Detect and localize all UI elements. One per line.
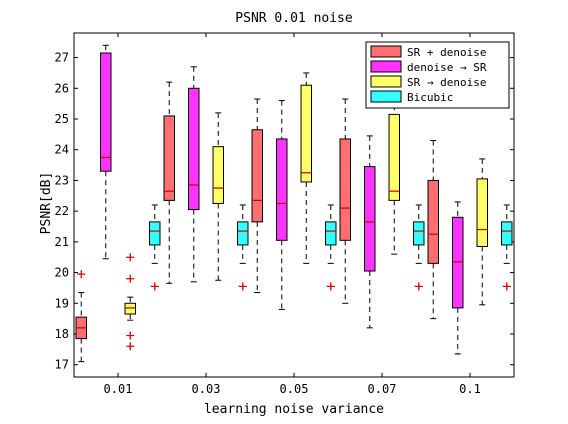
y-tick-label: 18 — [55, 327, 69, 341]
legend-swatch — [370, 75, 402, 88]
chart-title: PSNR 0.01 noise — [235, 11, 353, 26]
x-tick-label: 0.07 — [368, 382, 397, 396]
x-tick-label: 0.1 — [459, 382, 481, 396]
legend-label: SR → denoise — [407, 76, 486, 89]
legend-label: denoise → SR — [407, 61, 487, 74]
x-tick-label: 0.03 — [192, 382, 221, 396]
legend-label: SR + denoise — [407, 46, 486, 59]
outlier-marker — [414, 282, 423, 291]
y-tick-label: 23 — [55, 173, 69, 187]
box — [237, 221, 249, 246]
legend-label: Bicubic — [407, 91, 453, 104]
outlier-marker — [77, 270, 86, 279]
legend-swatch — [370, 90, 402, 103]
legend-swatch — [370, 60, 402, 73]
y-tick-label: 20 — [55, 266, 69, 280]
outlier-marker — [238, 282, 247, 291]
y-tick-label: 21 — [55, 235, 69, 249]
box — [251, 129, 263, 223]
y-tick-label: 24 — [55, 143, 69, 157]
box — [276, 138, 288, 241]
y-tick-label: 26 — [55, 81, 69, 95]
outlier-marker — [126, 331, 135, 340]
legend: SR + denoise denoise → SR SR → denoise Bicu… — [365, 41, 510, 109]
box — [163, 115, 175, 201]
outlier-marker — [150, 282, 159, 291]
box — [364, 166, 376, 272]
box — [413, 221, 425, 246]
plot-area: 17 18 19 20 21 22 23 24 25 26 27 0.01 0.03 0.05 0.07 0.… — [55, 33, 514, 396]
y-tick-label: 25 — [55, 112, 69, 126]
x-tick-label: 0.05 — [280, 382, 309, 396]
box — [452, 216, 464, 309]
outlier-marker — [502, 282, 511, 291]
box — [100, 52, 112, 172]
box — [149, 221, 161, 246]
box — [188, 87, 200, 211]
box — [427, 179, 439, 264]
box — [476, 178, 488, 247]
box — [124, 302, 136, 315]
y-axis-label: PSNR[dB] — [39, 172, 54, 235]
legend-swatch — [370, 45, 402, 58]
box — [501, 221, 513, 246]
x-tick-label: 0.01 — [104, 382, 133, 396]
box — [300, 84, 312, 183]
y-tick-label: 19 — [55, 296, 69, 310]
y-tick-label: 27 — [55, 51, 69, 65]
outlier-marker — [126, 253, 135, 262]
outlier-marker — [126, 342, 135, 351]
outlier-marker — [326, 282, 335, 291]
x-axis-label: learning noise variance — [204, 402, 384, 417]
plot-frame — [73, 32, 515, 378]
box — [325, 221, 337, 246]
y-tick-label: 22 — [55, 204, 69, 218]
y-tick-label: 17 — [55, 358, 69, 372]
outlier-marker — [126, 274, 135, 283]
box — [388, 113, 400, 201]
box — [212, 146, 224, 204]
box — [339, 138, 351, 241]
